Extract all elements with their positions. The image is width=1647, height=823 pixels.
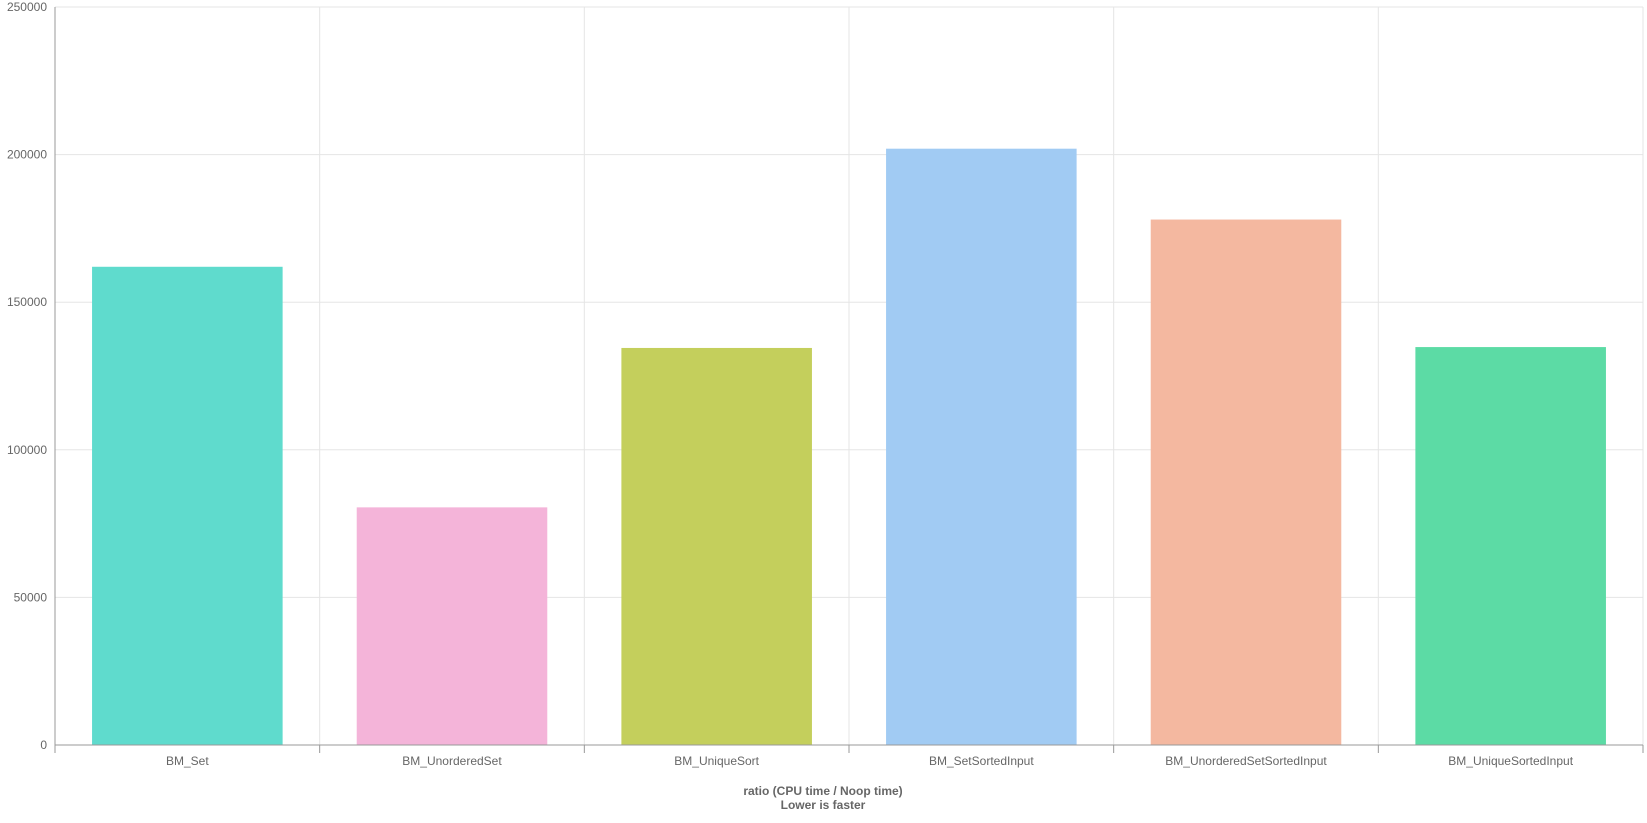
x-tick-label: BM_UnorderedSet <box>402 754 502 768</box>
y-tick-labels: 0 50000 100000 150000 200000 250000 <box>7 0 47 752</box>
y-tick-label: 250000 <box>7 0 47 14</box>
x-axis-label-line-1: ratio (CPU time / Noop time) <box>743 784 902 798</box>
bar-BM_UniqueSortedInput[interactable] <box>1415 347 1606 745</box>
bar-BM_UnorderedSetSortedInput[interactable] <box>1150 219 1342 745</box>
y-tick-label: 200000 <box>7 148 47 162</box>
y-tick-label: 50000 <box>14 590 48 604</box>
bars <box>92 148 1606 746</box>
grid-lines <box>55 6 1644 746</box>
y-tick-label: 150000 <box>7 295 47 309</box>
bar-BM_UniqueSort[interactable] <box>621 347 812 745</box>
y-tick-label: 0 <box>40 738 47 752</box>
y-tick-label: 100000 <box>7 443 47 457</box>
x-tick-label: BM_UniqueSortedInput <box>1448 754 1573 768</box>
bar-BM_Set[interactable] <box>92 266 283 745</box>
x-tick-labels: BM_Set BM_UnorderedSet BM_UniqueSort BM_Set… <box>166 754 1574 768</box>
bar-BM_UnorderedSet[interactable] <box>356 507 548 745</box>
x-tick-label: BM_UniqueSort <box>674 754 759 768</box>
x-tick-label: BM_UnorderedSetSortedInput <box>1165 754 1327 768</box>
x-axis-label-line-2: Lower is faster <box>781 798 866 812</box>
axes <box>54 7 1644 753</box>
x-tick-label: BM_Set <box>166 754 209 768</box>
x-tick-label: BM_SetSortedInput <box>929 754 1034 768</box>
bar-BM_SetSortedInput[interactable] <box>886 148 1077 746</box>
